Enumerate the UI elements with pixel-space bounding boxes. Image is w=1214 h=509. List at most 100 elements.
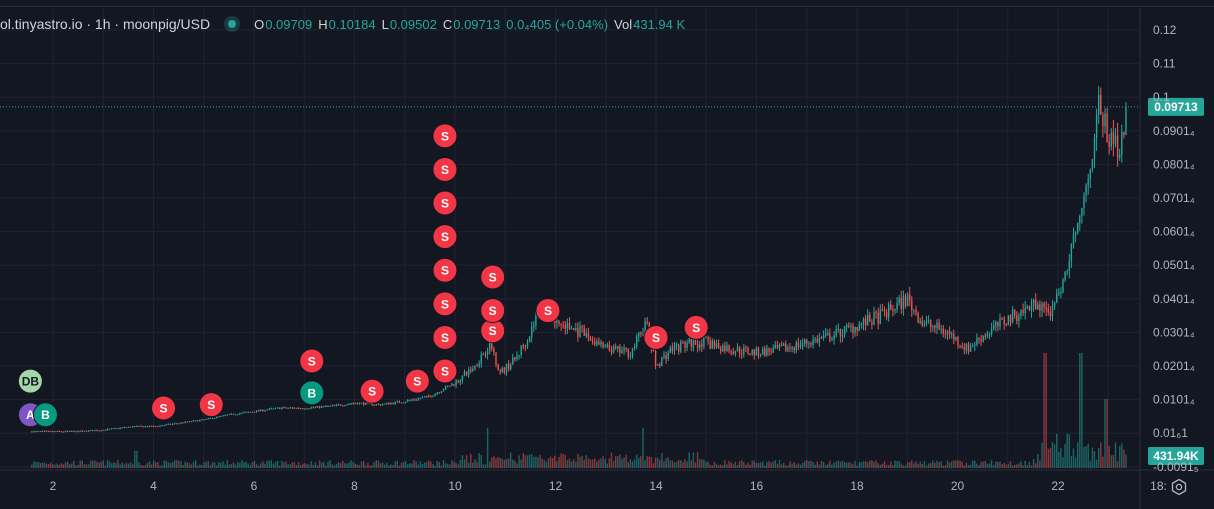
volume-bar — [482, 464, 485, 468]
trade-marker-sell[interactable]: S — [359, 378, 385, 404]
candle-body — [260, 409, 262, 411]
candle-body — [1072, 234, 1075, 245]
trade-marker-db[interactable]: DB — [17, 368, 43, 394]
trade-marker-sell[interactable]: S — [432, 190, 458, 216]
trade-marker-sell[interactable]: S — [432, 224, 458, 250]
volume-bar — [1087, 443, 1089, 468]
volume-bar — [969, 464, 972, 468]
volume-bar — [980, 461, 982, 468]
volume-bar — [392, 464, 394, 468]
volume-bar — [539, 454, 541, 468]
candle-body — [467, 370, 470, 375]
candle-body — [58, 430, 60, 432]
candle-body — [1041, 303, 1043, 311]
trade-marker-sell[interactable]: S — [432, 358, 458, 384]
candle-body — [927, 320, 930, 322]
candle-body — [969, 346, 972, 352]
candle-body — [963, 347, 965, 351]
candle-body — [535, 315, 537, 326]
trade-marker-sell[interactable]: S — [480, 298, 506, 324]
volume-bar — [312, 465, 314, 468]
candle-body — [835, 329, 837, 336]
candle-body — [247, 411, 249, 413]
trade-marker-buy[interactable]: B — [32, 402, 58, 428]
volume-bar — [495, 458, 497, 468]
volume-bar — [497, 456, 499, 468]
candle-body — [971, 346, 974, 348]
candle-body — [41, 430, 44, 432]
volume-bar — [260, 463, 262, 468]
candle-body — [810, 343, 812, 345]
candle-body — [39, 431, 41, 433]
volume-bar — [1020, 461, 1022, 468]
candle-body — [71, 430, 73, 432]
volume-bar — [877, 463, 879, 468]
candle-body — [596, 341, 598, 345]
candle-body — [442, 389, 445, 392]
trade-marker-sell[interactable]: S — [404, 368, 430, 394]
gear-icon[interactable] — [1170, 478, 1188, 496]
candle-body — [995, 321, 997, 326]
candle-body — [77, 430, 79, 433]
candle-body — [274, 407, 277, 409]
candle-body — [726, 345, 728, 351]
price-candles[interactable] — [31, 86, 1127, 433]
volume-bar — [413, 460, 415, 468]
volume-bar — [640, 456, 642, 468]
candle-body — [955, 336, 957, 341]
trade-marker-sell[interactable]: S — [299, 348, 325, 374]
candle-body — [680, 341, 682, 352]
candle-body — [827, 333, 829, 335]
candle-body — [516, 355, 518, 360]
volume-bar — [87, 464, 90, 468]
trade-marker-sell[interactable]: S — [432, 123, 458, 149]
volume-bar — [646, 456, 648, 468]
trade-marker-circle — [299, 348, 325, 374]
volume-bar — [134, 450, 136, 468]
volume-bar — [451, 460, 453, 468]
trade-marker-sell[interactable]: S — [432, 257, 458, 283]
trade-marker-sell[interactable]: S — [535, 298, 561, 324]
trade-marker-sell[interactable]: S — [151, 395, 177, 421]
volume-bar — [400, 462, 403, 468]
volume-bar — [320, 462, 323, 468]
volume-bar — [47, 463, 50, 468]
volume-bar — [929, 463, 932, 468]
axes[interactable]: 0.120.110.10.0901₄0.0801₄0.0701₄0.0601₄0… — [0, 8, 1214, 509]
candle-body — [709, 340, 711, 349]
candle-body — [121, 427, 123, 429]
volume-bar — [491, 457, 493, 468]
symbol-title[interactable]: ol.tinyastro.io · 1h · moonpig/USD — [0, 16, 211, 32]
candle-body — [449, 385, 451, 387]
trade-marker-buy[interactable]: B — [299, 380, 325, 406]
candle-body — [570, 328, 573, 330]
trade-marker-sell[interactable]: S — [683, 314, 709, 340]
candle-body — [184, 421, 186, 423]
volume-bar — [365, 465, 367, 468]
volume-bar — [176, 460, 178, 468]
trade-marker-sell[interactable]: S — [480, 264, 506, 290]
candle-body — [201, 419, 203, 421]
candle-body — [497, 364, 499, 371]
trade-marker-sell[interactable]: S — [432, 324, 458, 350]
candle-body — [264, 410, 266, 412]
candle-body — [180, 422, 182, 424]
trade-marker-sell[interactable]: S — [432, 291, 458, 317]
volume-bar — [570, 461, 573, 468]
volume-bar — [608, 458, 611, 468]
candle-body — [432, 395, 434, 398]
close-value: 0.09713 — [453, 16, 501, 32]
candle-body — [974, 344, 976, 347]
trade-marker-sell[interactable]: S — [643, 324, 669, 350]
trade-marker-sell[interactable]: S — [198, 392, 224, 418]
volume-bar — [362, 461, 365, 468]
candle-body — [87, 430, 90, 432]
volume-bar — [344, 463, 346, 468]
candle-body — [1068, 261, 1070, 271]
candle-body — [306, 408, 308, 410]
volume-bar — [1022, 465, 1024, 468]
trade-marker-sell[interactable]: S — [432, 156, 458, 182]
volume-bar — [346, 463, 348, 468]
